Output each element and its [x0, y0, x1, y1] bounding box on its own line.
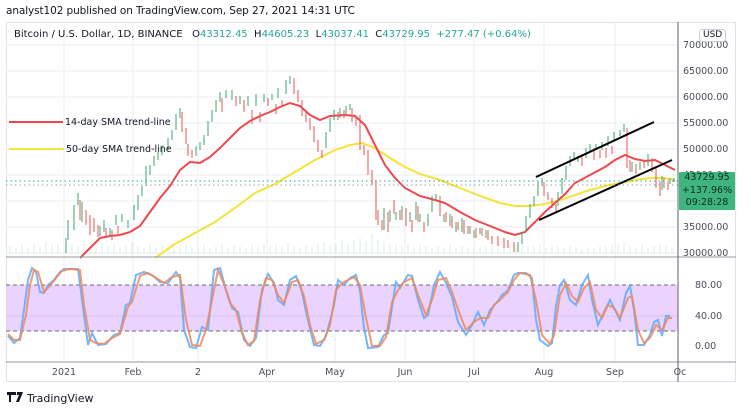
svg-text:50-day SMA trend-line: 50-day SMA trend-line [66, 144, 172, 155]
svg-text:70000.00: 70000.00 [683, 40, 728, 51]
time-axis[interactable]: 2021 Feb 2 Apr May Jun Jul Aug Sep Oc [52, 367, 686, 378]
oscillator-axis[interactable]: 80.00 40.00 0.00 [695, 280, 722, 352]
svg-text:60000.00: 60000.00 [683, 92, 728, 103]
stoch-d-line [7, 266, 672, 348]
bar-countdown: 09:28:28 [685, 197, 729, 208]
svg-text:80.00: 80.00 [695, 280, 722, 291]
close-value: 43729.95 [382, 29, 430, 40]
price-axis[interactable]: 70000.00 65000.00 60000.00 55000.00 5000… [683, 40, 728, 259]
currency-badge[interactable]: USD [699, 29, 727, 42]
svg-text:35000.00: 35000.00 [683, 222, 728, 233]
open-label: O [192, 29, 200, 40]
sma14-annotation: 14-day SMA trend-line [9, 117, 171, 128]
volume-bars [9, 234, 673, 254]
svg-text:2021: 2021 [52, 367, 76, 378]
svg-text:Feb: Feb [125, 367, 142, 378]
svg-text:50000.00: 50000.00 [683, 144, 728, 155]
svg-text:Oc: Oc [674, 367, 687, 378]
change-value: +277.47 (+0.64%) [436, 29, 531, 40]
svg-text:May: May [325, 367, 345, 378]
tradingview-logo[interactable]: TradingView [7, 392, 93, 405]
last-price: 43729.95 [684, 172, 730, 183]
grid-horizontal [6, 44, 678, 254]
svg-text:Apr: Apr [259, 367, 276, 378]
svg-text:2: 2 [195, 367, 201, 378]
tradingview-brand: TradingView [27, 392, 94, 405]
stoch-band [6, 285, 678, 331]
high-label: H [254, 29, 262, 40]
chart-frame [6, 22, 736, 382]
published-info: analyst102 published on TradingView.com,… [6, 5, 355, 17]
low-label: L [315, 29, 322, 40]
close-label: C [375, 29, 383, 40]
candlesticks [65, 76, 675, 253]
last-price-label: 43729.95 +137.96% 09:28:28 [679, 172, 735, 210]
tradingview-logo-icon [7, 392, 23, 405]
open-value: 43312.45 [199, 29, 248, 40]
svg-text:Jul: Jul [467, 367, 479, 378]
change-percent: +137.96% [681, 184, 733, 196]
svg-text:55000.00: 55000.00 [683, 118, 728, 129]
svg-text:30000.00: 30000.00 [683, 248, 728, 259]
sma50-line [154, 141, 676, 259]
symbol-legend[interactable]: Bitcoin / U.S. Dollar, 1D, BINANCE O4331… [14, 29, 531, 40]
high-value: 44605.23 [261, 29, 310, 40]
svg-text:40.00: 40.00 [695, 311, 722, 322]
low-value: 43037.41 [321, 29, 369, 40]
svg-text:65000.00: 65000.00 [683, 66, 728, 77]
svg-text:14-day SMA trend-line: 14-day SMA trend-line [65, 117, 171, 128]
svg-text:Sep: Sep [606, 367, 624, 378]
sma50-annotation: 50-day SMA trend-line [9, 144, 172, 155]
svg-text:Aug: Aug [535, 367, 554, 378]
svg-text:0.00: 0.00 [695, 341, 716, 352]
symbol-name: Bitcoin / U.S. Dollar, 1D, BINANCE [14, 29, 183, 40]
svg-text:Jun: Jun [397, 367, 413, 378]
ascending-channel [535, 121, 673, 221]
